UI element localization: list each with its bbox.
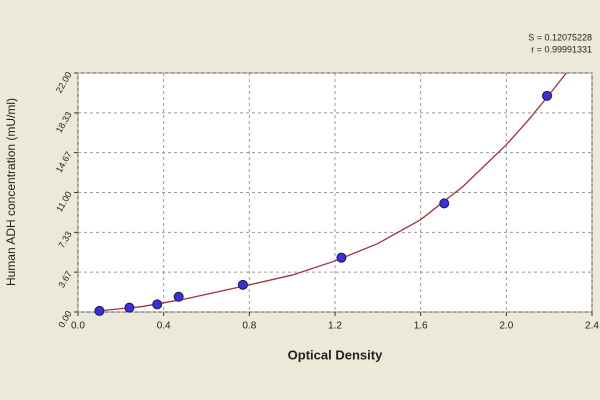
annotation: S = 0.12075228 — [528, 32, 592, 42]
x-tick-label: 0.0 — [71, 321, 85, 332]
x-tick-label: 2.0 — [499, 321, 513, 332]
fit-curve — [99, 72, 567, 312]
data-point — [173, 291, 184, 302]
data-point — [152, 299, 163, 310]
y-axis-label: Human ADH concentration (mU/ml) — [4, 98, 18, 286]
data-point — [237, 279, 248, 290]
data-point — [94, 305, 105, 316]
data-point — [336, 252, 347, 263]
data-point — [542, 90, 553, 101]
data-point — [124, 302, 135, 313]
x-axis-label: Optical Density — [288, 347, 383, 362]
data-point — [439, 198, 450, 209]
x-tick-label: 1.2 — [328, 321, 342, 332]
x-tick-label: 0.4 — [157, 321, 171, 332]
annotation: r = 0.99991331 — [531, 44, 592, 54]
x-tick-label: 0.8 — [242, 321, 256, 332]
x-tick-label: 1.6 — [414, 321, 428, 332]
plot-area — [77, 72, 593, 313]
x-tick-label: 2.4 — [585, 321, 599, 332]
